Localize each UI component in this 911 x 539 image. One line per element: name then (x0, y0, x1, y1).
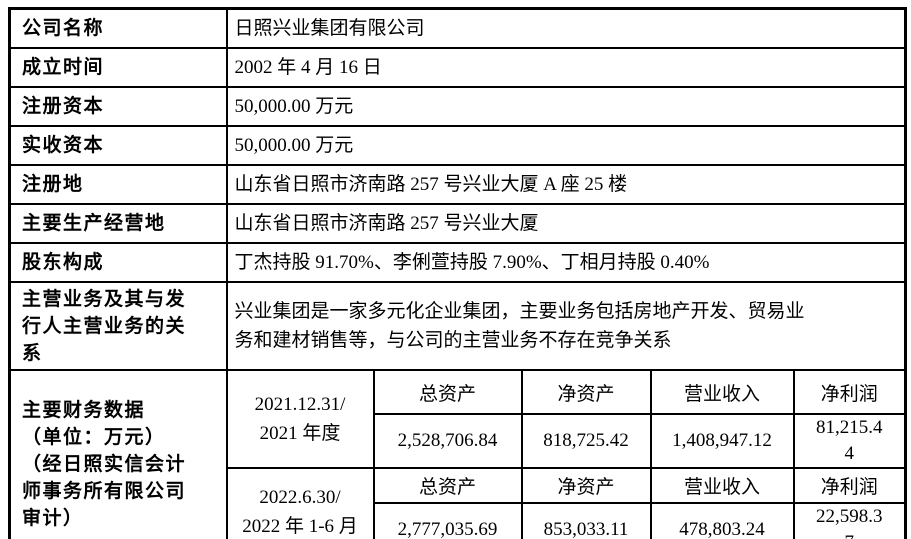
value-paid-in-capital: 50,000.00 万元 (225, 125, 907, 166)
label-registered-address: 注册地 (8, 164, 228, 205)
fin-2021-header-net-profit: 净利润 (792, 371, 904, 415)
financial-data-area: 2021.12.31/ 2021 年度 总资产 净资产 营业收入 净利润 2,5… (225, 369, 907, 539)
table-row: 成立时间 2002 年 4 月 16 日 (8, 47, 907, 88)
fin-2022-net-assets: 853,033.11 (520, 502, 652, 539)
table-row: 公司名称 日照兴业集团有限公司 (8, 7, 907, 49)
label-registered-capital: 注册资本 (8, 86, 228, 127)
fin-2022-header-row: 2022.6.30/ 2022 年 1-6 月 总资产 净资产 营业收入 净利润 (228, 467, 904, 539)
fin-2021-value-row: 2,528,706.84 818,725.42 1,408,947.12 81,… (229, 413, 904, 469)
fin-2022-period: 2022.6.30/ 2022 年 1-6 月 (228, 467, 375, 539)
fin-2021-header-net-assets: 净资产 (520, 371, 652, 415)
fin-2021-total-assets: 2,528,706.84 (373, 413, 523, 469)
label-key-financials: 主要财务数据 （单位：万元） （经日照实信会计 师事务所有限公司 审计） (8, 369, 228, 539)
fin-2022-header-revenue: 营业收入 (649, 467, 795, 504)
table-row: 注册地 山东省日照市济南路 257 号兴业大厦 A 座 25 楼 (8, 164, 907, 205)
value-company-name: 日照兴业集团有限公司 (225, 7, 907, 49)
value-registered-capital: 50,000.00 万元 (225, 86, 907, 127)
company-info-table: 公司名称 日照兴业集团有限公司 成立时间 2002 年 4 月 16 日 注册资… (8, 7, 907, 539)
label-shareholders: 股东构成 (8, 242, 228, 283)
value-shareholders: 丁杰持股 91.70%、李俐萱持股 7.90%、丁相月持股 0.40% (225, 242, 907, 283)
fin-2021-net-assets: 818,725.42 (520, 413, 652, 469)
value-main-business: 兴业集团是一家多元化企业集团，主要业务包括房地产开发、贸易业 务和建材销售等，与… (225, 281, 907, 371)
fin-2022-header-net-assets: 净资产 (520, 467, 652, 504)
label-establish-date: 成立时间 (8, 47, 228, 88)
label-paid-in-capital: 实收资本 (8, 125, 228, 166)
label-company-name: 公司名称 (8, 7, 228, 49)
table-row: 股东构成 丁杰持股 91.70%、李俐萱持股 7.90%、丁相月持股 0.40% (8, 242, 907, 283)
fin-2021-revenue: 1,408,947.12 (649, 413, 795, 469)
fin-2021-header-total-assets: 总资产 (372, 371, 523, 415)
value-main-operating-site: 山东省日照市济南路 257 号兴业大厦 (225, 203, 907, 244)
fin-2022-header-net-profit: 净利润 (792, 467, 904, 504)
financial-sub-table: 2021.12.31/ 2021 年度 总资产 净资产 营业收入 净利润 2,5… (228, 371, 904, 539)
table-row: 实收资本 50,000.00 万元 (8, 125, 907, 166)
fin-2022-header-total-assets: 总资产 (372, 467, 523, 504)
fin-2021-header-revenue: 营业收入 (649, 371, 795, 415)
label-main-business: 主营业务及其与发 行人主营业务的关 系 (8, 281, 228, 371)
value-establish-date: 2002 年 4 月 16 日 (225, 47, 907, 88)
table-row-financial: 主要财务数据 （单位：万元） （经日照实信会计 师事务所有限公司 审计） (8, 369, 907, 539)
value-registered-address: 山东省日照市济南路 257 号兴业大厦 A 座 25 楼 (225, 164, 907, 205)
table-row: 注册资本 50,000.00 万元 (8, 86, 907, 127)
fin-2022-total-assets: 2,777,035.69 (373, 502, 523, 539)
fin-2022-revenue: 478,803.24 (649, 502, 795, 539)
table-row: 主要生产经营地 山东省日照市济南路 257 号兴业大厦 (8, 203, 907, 244)
table-row: 主营业务及其与发 行人主营业务的关 系 兴业集团是一家多元化企业集团，主要业务包… (8, 281, 907, 371)
fin-2022-net-profit: 22,598.3 7 (792, 502, 904, 539)
fin-2021-period: 2021.12.31/ 2021 年度 (228, 371, 375, 469)
fin-2022-value-row: 2,777,035.69 853,033.11 478,803.24 22,59… (229, 502, 904, 539)
fin-2021-net-profit: 81,215.4 4 (792, 413, 904, 469)
fin-2021-header-row: 2021.12.31/ 2021 年度 总资产 净资产 营业收入 净利润 (228, 371, 904, 469)
label-main-operating-site: 主要生产经营地 (8, 203, 228, 244)
